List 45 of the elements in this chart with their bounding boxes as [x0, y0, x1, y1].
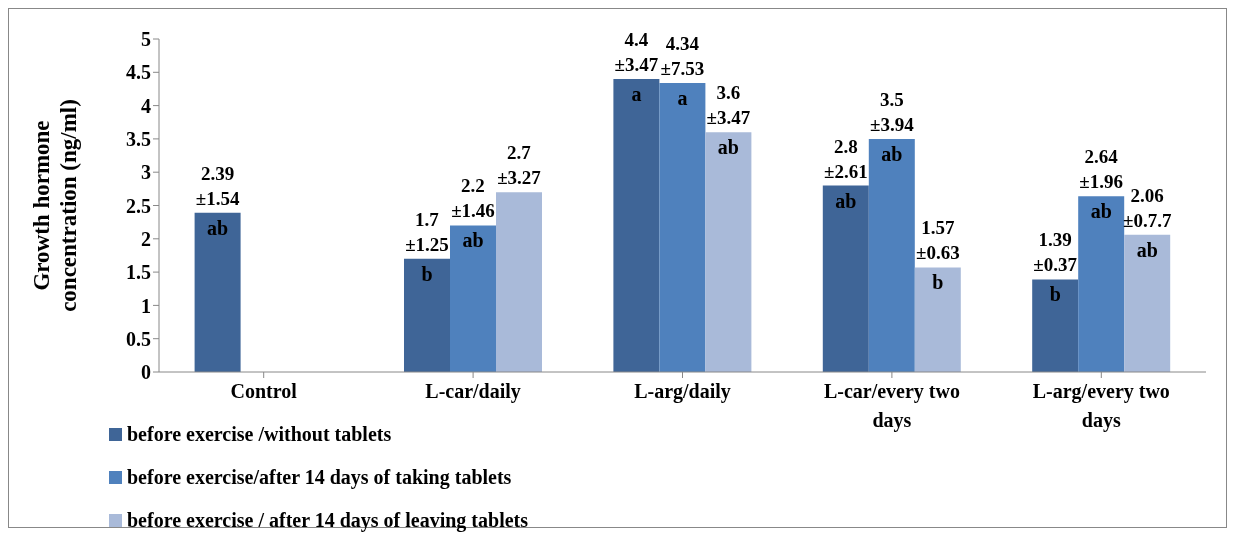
y-tick-label: 4 [141, 94, 151, 117]
x-tick-label: L-car/every two days [823, 380, 960, 432]
bar [705, 132, 752, 372]
legend-label: before exercise /without tablets [126, 422, 393, 447]
y-tick-label: 1.5 [126, 261, 151, 284]
legend-label: before exercise/after 14 days of taking tablets [126, 465, 513, 491]
bar [1078, 196, 1125, 372]
data-label: 4.4 ±3.47 a [614, 28, 659, 105]
bar [613, 78, 660, 372]
data-label: 1.57 ±0.63 b [915, 217, 960, 294]
data-label: 3.5 ±3.94 ab [869, 88, 915, 165]
bar [1124, 234, 1171, 372]
bar [496, 192, 542, 372]
bar [404, 258, 450, 372]
y-tick-label: 1 [141, 294, 151, 317]
x-tick-label: L-arg/daily [634, 380, 731, 403]
x-tick-label: Control [230, 380, 298, 402]
bar [868, 138, 915, 372]
x-tick-label: L-arg/every two days [1032, 380, 1170, 432]
data-label: 3.6 ±3.47 ab [706, 82, 751, 159]
y-tick-label: 3.5 [126, 128, 151, 150]
y-tick-label: 0 [141, 361, 151, 384]
data-label: 2.2 ±1.46 ab [451, 175, 495, 252]
y-tick-label: 0.5 [126, 327, 151, 350]
x-tick-label: L-car/daily [425, 380, 521, 403]
legend-label: before exercise / after 14 days of leaving tablets [126, 508, 529, 534]
y-tick-label: 5 [141, 28, 151, 51]
data-label: 1.39 ±0.37 b [1033, 229, 1078, 306]
data-label: 2.8 ±2.61 ab [823, 135, 868, 212]
y-axis-title: Growth hormone concentration (ng/ml) [29, 99, 81, 312]
bar [659, 82, 706, 372]
bar [822, 185, 869, 372]
data-label: 2.39 ±1.54 ab [195, 162, 240, 239]
bar [450, 225, 496, 372]
data-label: 4.34 ±7.53 a [660, 32, 705, 109]
y-tick-label: 2.5 [126, 194, 151, 217]
y-tick-label: 2 [141, 227, 151, 250]
y-tick-label: 3 [141, 161, 151, 184]
data-label: 1.7 ±1.25 b [405, 208, 449, 285]
y-tick-label: 4.5 [126, 61, 151, 84]
data-label: 2.64 ±1.96 ab [1079, 146, 1124, 223]
bar [914, 267, 961, 372]
bar [194, 212, 241, 372]
bar [1032, 279, 1079, 372]
data-label: 2.7 ±3.27 [497, 142, 542, 189]
